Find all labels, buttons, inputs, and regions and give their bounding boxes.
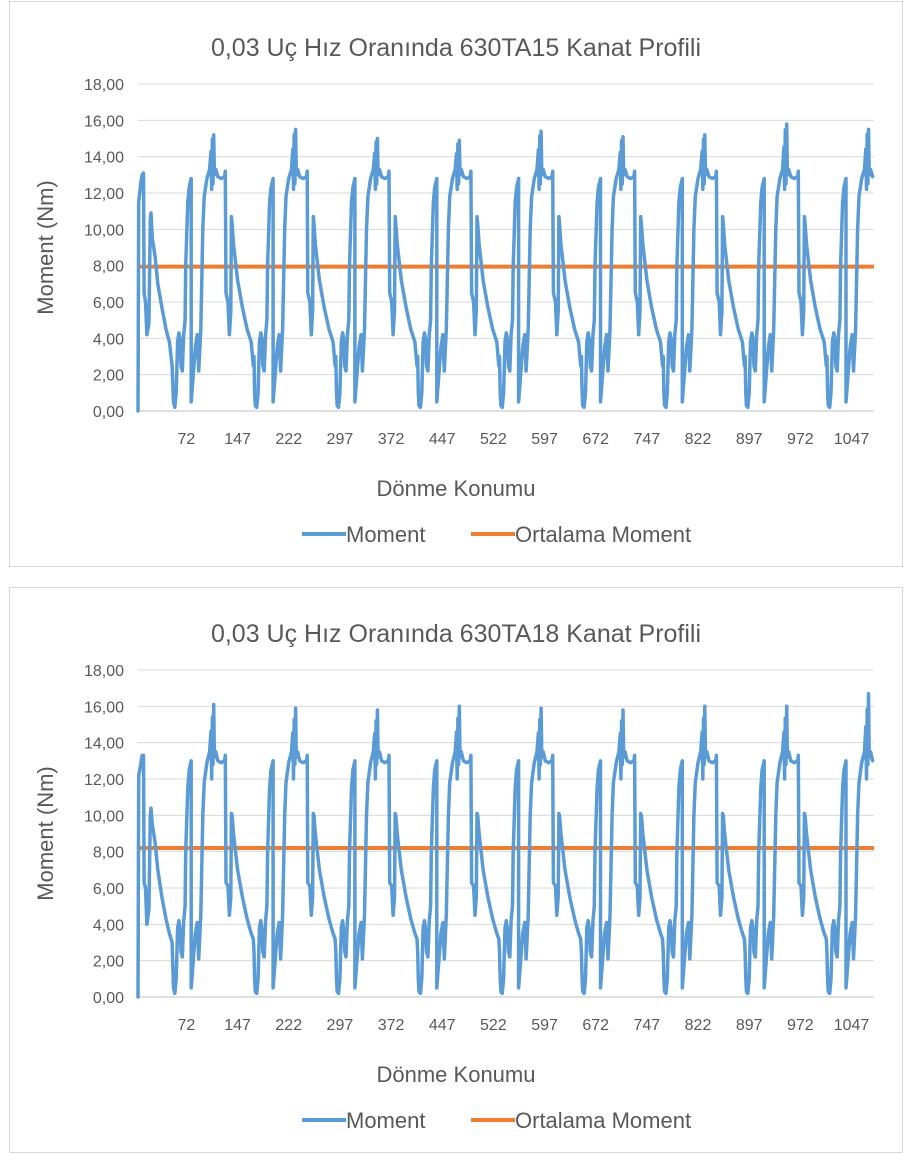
chart2-y-tick-label: 8,00	[93, 845, 124, 862]
chart2-y-tick-label: 6,00	[93, 881, 124, 898]
chart1-series-moment	[136, 122, 875, 413]
chart2-x-tick-label: 147	[224, 1017, 251, 1034]
chart1-x-tick-label: 522	[480, 431, 507, 448]
chart2-title: 0,03 Uç Hız Oranında 630TA18 Kanat Profi…	[211, 620, 701, 648]
chart1-x-tick-label: 972	[787, 431, 814, 448]
chart2-y-tick-label: 12,00	[84, 772, 124, 789]
chart2-y-axis-title: Moment (Nm)	[33, 766, 58, 900]
chart2-legend-label-ortalama-moment: Ortalama Moment	[515, 1108, 691, 1133]
chart1-x-tick-label: 672	[582, 431, 609, 448]
chart1-y-tick-label: 0,00	[93, 404, 124, 421]
chart-630ta18-svg: 0,03 Uç Hız Oranında 630TA18 Kanat Profi…	[33, 620, 875, 1133]
chart2-x-tick-label: 597	[531, 1017, 558, 1034]
chart2-x-tick-label: 297	[327, 1017, 354, 1034]
chart1-x-tick-label: 597	[531, 431, 558, 448]
chart2-x-tick-label: 447	[429, 1017, 456, 1034]
chart1-y-tick-label: 18,00	[84, 77, 124, 94]
chart1-x-tick-label: 72	[178, 431, 196, 448]
chart2-x-tick-label: 897	[736, 1017, 763, 1034]
chart1-x-tick-label: 297	[327, 431, 354, 448]
chart2-legend-label-moment: Moment	[346, 1108, 425, 1133]
chart1-legend-label-ortalama-moment: Ortalama Moment	[515, 522, 691, 547]
chart2-y-tick-label: 18,00	[84, 663, 124, 680]
chart2-x-tick-label: 822	[685, 1017, 712, 1034]
chart-630ta15: 0,03 Uç Hız Oranında 630TA15 Kanat Profi…	[9, 1, 903, 567]
chart2-x-tick-label: 747	[634, 1017, 661, 1034]
chart1-x-axis-title: Dönme Konumu	[377, 476, 536, 501]
chart1-x-tick-label: 897	[736, 431, 763, 448]
chart2-x-tick-label: 72	[178, 1017, 196, 1034]
chart1-x-tick-label: 222	[275, 431, 302, 448]
chart2-y-tick-label: 4,00	[93, 917, 124, 934]
chart-630ta15-svg: 0,03 Uç Hız Oranında 630TA15 Kanat Profi…	[33, 34, 875, 547]
chart1-x-tick-label: 822	[685, 431, 712, 448]
chart1-x-tick-label: 747	[634, 431, 661, 448]
chart1-x-tick-label: 372	[378, 431, 405, 448]
chart1-y-tick-label: 8,00	[93, 259, 124, 276]
chart1-x-tick-label: 1047	[834, 431, 870, 448]
chart1-y-tick-label: 2,00	[93, 368, 124, 385]
chart1-y-tick-label: 16,00	[84, 113, 124, 130]
chart2-x-tick-label: 1047	[834, 1017, 870, 1034]
chart2-x-axis-title: Dönme Konumu	[377, 1062, 536, 1087]
chart2-x-tick-label: 672	[582, 1017, 609, 1034]
chart1-y-tick-label: 10,00	[84, 222, 124, 239]
chart1-title: 0,03 Uç Hız Oranında 630TA15 Kanat Profi…	[211, 34, 701, 62]
chart2-x-tick-label: 972	[787, 1017, 814, 1034]
chart2-y-tick-label: 2,00	[93, 954, 124, 971]
chart1-y-axis-title: Moment (Nm)	[33, 180, 58, 314]
chart1-y-tick-label: 14,00	[84, 150, 124, 167]
chart1-y-tick-label: 6,00	[93, 295, 124, 312]
chart1-x-tick-label: 147	[224, 431, 251, 448]
chart1-y-tick-label: 4,00	[93, 331, 124, 348]
chart2-x-tick-label: 372	[378, 1017, 405, 1034]
chart1-y-tick-label: 12,00	[84, 186, 124, 203]
chart1-legend-label-moment: Moment	[346, 522, 425, 547]
chart1-x-tick-label: 447	[429, 431, 456, 448]
chart2-y-tick-label: 0,00	[93, 990, 124, 1007]
chart2-y-tick-label: 10,00	[84, 808, 124, 825]
chart2-x-tick-label: 222	[275, 1017, 302, 1034]
chart2-x-tick-label: 522	[480, 1017, 507, 1034]
chart-630ta18: 0,03 Uç Hız Oranında 630TA18 Kanat Profi…	[9, 587, 903, 1153]
chart2-y-tick-label: 14,00	[84, 736, 124, 753]
chart2-series-moment	[136, 691, 875, 999]
chart2-y-tick-label: 16,00	[84, 699, 124, 716]
